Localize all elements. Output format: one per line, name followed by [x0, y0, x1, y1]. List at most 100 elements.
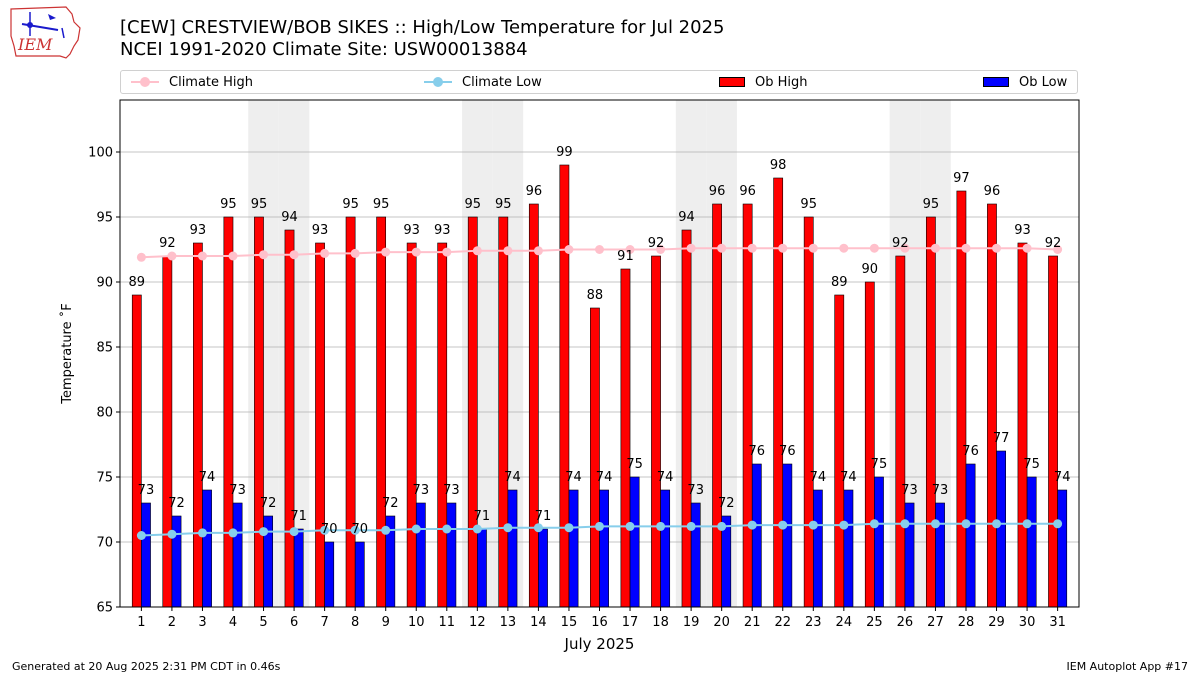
- ob-low-label: 75: [626, 457, 643, 472]
- generated-timestamp: Generated at 20 Aug 2025 2:31 PM CDT in …: [12, 660, 281, 673]
- climate-low-point: [167, 529, 177, 539]
- x-tick-label: 3: [198, 615, 206, 630]
- ob-high-label: 98: [770, 158, 787, 173]
- ob-high-label: 95: [373, 197, 390, 212]
- ob-high-label: 88: [587, 288, 604, 303]
- climate-high-swatch: [131, 77, 159, 87]
- climate-low-point: [320, 525, 330, 535]
- ob-low-label: 70: [351, 522, 368, 537]
- legend-label: Climate High: [169, 74, 254, 90]
- ob-low-label: 72: [168, 496, 185, 511]
- climate-high-point: [992, 243, 1002, 253]
- climate-high-point: [686, 243, 696, 253]
- x-tick-label: 17: [622, 615, 639, 630]
- ob-high-bar: [895, 255, 906, 608]
- climate-high-point: [747, 243, 757, 253]
- climate-low-point: [289, 527, 299, 537]
- ob-low-label: 76: [779, 444, 796, 459]
- ob-low-bar: [1026, 476, 1037, 608]
- x-tick-label: 29: [988, 615, 1005, 630]
- x-tick-label: 5: [259, 615, 267, 630]
- y-tick-label: 70: [96, 536, 113, 551]
- x-tick-label: 28: [958, 615, 975, 630]
- x-tick-label: 26: [897, 615, 914, 630]
- climate-low-point: [930, 519, 940, 529]
- ob-high-bar: [803, 216, 814, 608]
- ob-high-label: 89: [129, 275, 146, 290]
- climate-low-point: [381, 525, 391, 535]
- x-tick-label: 24: [836, 615, 853, 630]
- ob-high-bar: [162, 255, 173, 608]
- x-tick-label: 9: [382, 615, 390, 630]
- ob-low-bar: [568, 489, 579, 608]
- ob-high-bar: [528, 203, 539, 608]
- ob-low-bar: [782, 463, 793, 608]
- x-tick-label: 30: [1019, 615, 1036, 630]
- ob-high-label: 93: [434, 223, 451, 238]
- ob-low-bar: [232, 502, 243, 608]
- ob-low-bar: [446, 502, 457, 608]
- legend-climate-low: Climate Low: [424, 71, 542, 93]
- ob-high-bar: [376, 216, 387, 608]
- ob-low-bar: [935, 502, 945, 608]
- ob-high-label: 92: [1045, 236, 1062, 251]
- x-tick-label: 22: [774, 615, 791, 630]
- legend-climate-high: Climate High: [131, 71, 253, 93]
- climate-high-point: [197, 251, 207, 261]
- x-tick-label: 15: [561, 615, 578, 630]
- climate-low-point: [197, 528, 207, 538]
- y-tick-label: 65: [96, 601, 113, 616]
- climate-low-swatch: [424, 77, 452, 87]
- ob-low-label: 77: [993, 431, 1010, 446]
- climate-low-point: [350, 525, 360, 535]
- x-tick-label: 11: [439, 615, 456, 630]
- ob-high-bar: [681, 229, 692, 608]
- ob-high-bar: [1048, 255, 1058, 608]
- ob-high-bar: [1017, 242, 1028, 608]
- climate-low-point: [961, 519, 971, 529]
- ob-high-bar: [131, 294, 142, 608]
- ob-high-label: 95: [923, 197, 940, 212]
- climate-high-point: [808, 243, 818, 253]
- ob-low-label: 73: [229, 483, 246, 498]
- ob-high-bar: [437, 242, 448, 608]
- ob-low-bar: [629, 476, 640, 608]
- ob-low-bar: [751, 463, 762, 608]
- climate-high-point: [350, 248, 360, 258]
- ob-low-bar: [324, 541, 335, 608]
- ob-high-label: 97: [953, 171, 970, 186]
- climate-high-point: [625, 245, 635, 254]
- ob-high-bar: [620, 268, 631, 608]
- chart-subtitle: NCEI 1991-2020 Climate Site: USW00013884: [120, 39, 528, 60]
- climate-high-point: [595, 245, 604, 254]
- ob-high-swatch: [719, 77, 745, 87]
- app-credit: IEM Autoplot App #17: [1066, 660, 1189, 673]
- x-axis-label: July 2025: [564, 635, 635, 653]
- climate-high-point: [930, 243, 940, 253]
- x-tick-label: 25: [866, 615, 883, 630]
- y-tick-label: 100: [88, 146, 113, 161]
- climate-high-point: [289, 250, 299, 260]
- ob-low-bar: [965, 463, 976, 608]
- ob-low-label: 71: [290, 509, 307, 524]
- ob-high-label: 95: [464, 197, 481, 212]
- x-tick-label: 7: [320, 615, 328, 630]
- ob-low-bar: [843, 489, 854, 608]
- y-tick-label: 80: [96, 406, 113, 421]
- legend: Climate High Climate Low Ob High Ob Low: [120, 70, 1078, 94]
- ob-high-bar: [712, 203, 722, 608]
- climate-high-point: [778, 243, 788, 253]
- x-tick-label: 21: [744, 615, 761, 630]
- y-tick-label: 75: [96, 471, 113, 486]
- ob-high-label: 96: [526, 184, 543, 199]
- ob-high-label: 96: [984, 184, 1001, 199]
- logo-text: IEM: [17, 35, 53, 54]
- climate-low-point: [1022, 519, 1032, 529]
- climate-high-point: [442, 247, 452, 257]
- ob-high-bar: [467, 216, 478, 608]
- x-tick-label: 8: [351, 615, 359, 630]
- chart-title: [CEW] CRESTVIEW/BOB SIKES :: High/Low Te…: [120, 17, 725, 38]
- ob-low-label: 73: [413, 483, 430, 498]
- ob-low-label: 73: [443, 483, 460, 498]
